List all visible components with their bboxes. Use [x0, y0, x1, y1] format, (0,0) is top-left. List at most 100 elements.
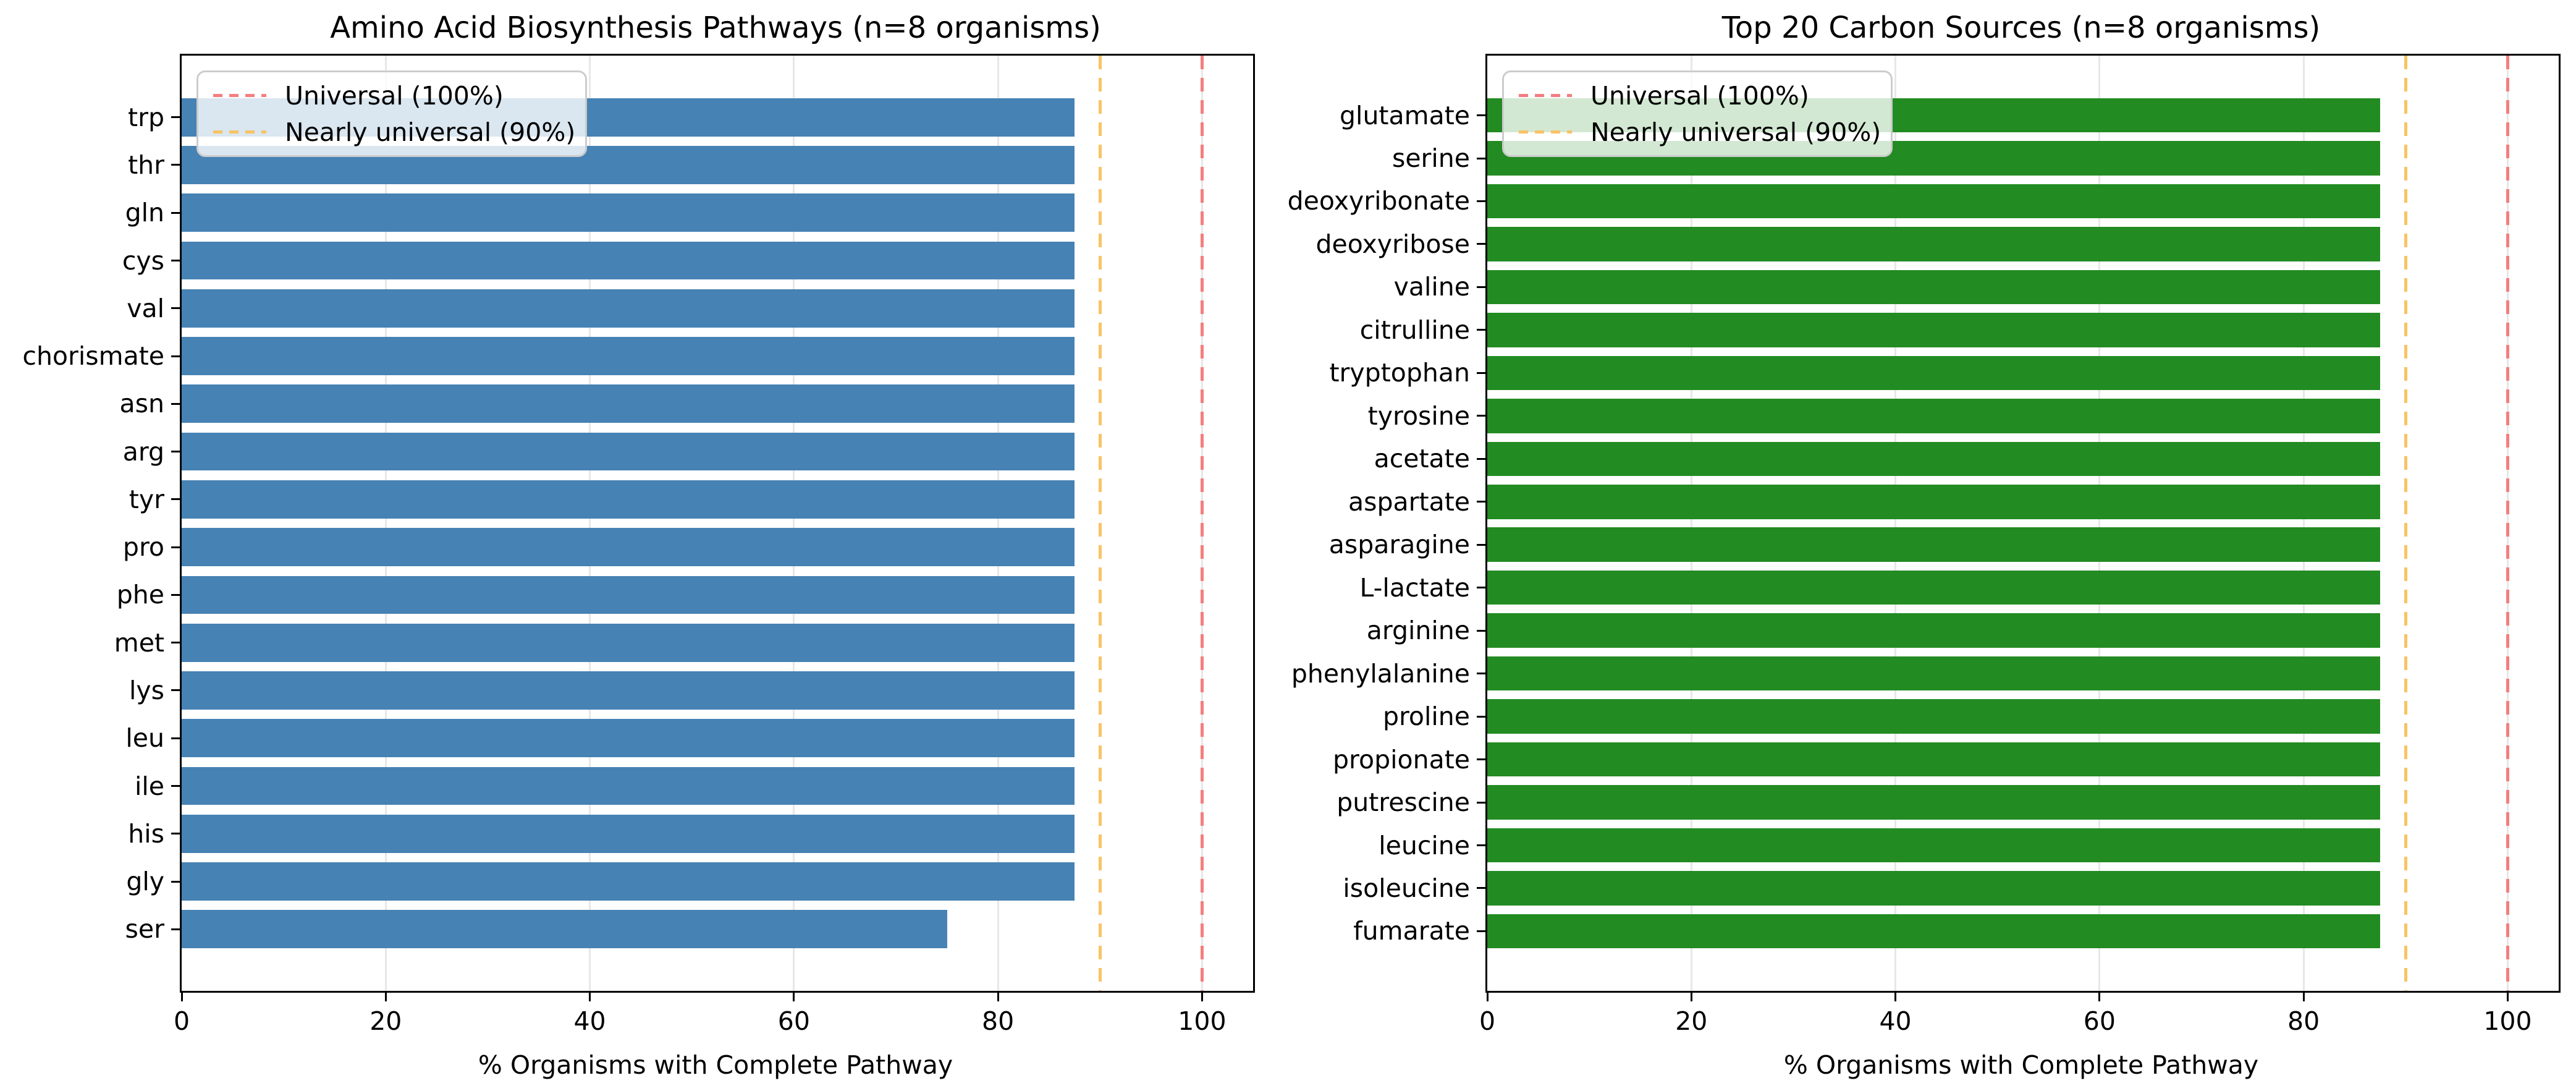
bar-citrulline	[1487, 313, 2380, 347]
y-tick-label-arginine: arginine	[1366, 616, 1470, 646]
y-tick-label-phenylalanine: phenylalanine	[1291, 658, 1470, 689]
y-tick-mark	[1477, 243, 1485, 245]
gridline	[2302, 56, 2305, 991]
y-tick-label-cys: cys	[122, 245, 164, 276]
y-tick-label-tryptophan: tryptophan	[1329, 358, 1470, 388]
legend-item-nearly-universal: Nearly universal (90%)	[198, 117, 585, 147]
y-tick-label-tyrosine: tyrosine	[1367, 401, 1470, 431]
y-tick-mark	[171, 211, 180, 214]
y-tick-mark	[1477, 286, 1485, 288]
y-tick-mark	[1477, 501, 1485, 503]
gridline	[2098, 56, 2101, 991]
y-tick-label-lys: lys	[129, 675, 164, 705]
y-tick-mark	[171, 833, 180, 835]
y-tick-mark	[171, 880, 180, 883]
bar-aspartate	[1487, 484, 2380, 519]
bar-arginine	[1487, 613, 2380, 648]
left-x-axis-label: % Organisms with Complete Pathway	[478, 1050, 953, 1080]
y-tick-mark	[1477, 200, 1485, 202]
bar-tyrosine	[1487, 399, 2380, 433]
y-tick-label-ser: ser	[125, 914, 164, 945]
y-tick-label-gln: gln	[125, 198, 164, 228]
y-tick-mark	[171, 164, 180, 166]
y-tick-mark	[171, 689, 180, 692]
universal-dashed-line-icon	[213, 94, 266, 97]
y-tick-mark	[1477, 157, 1485, 159]
bar-isoleucine	[1487, 871, 2380, 906]
refline-100	[1200, 56, 1204, 991]
y-tick-mark	[1477, 114, 1485, 117]
y-tick-mark	[1477, 629, 1485, 632]
y-tick-mark	[1477, 801, 1485, 804]
y-tick-mark	[1477, 715, 1485, 718]
y-tick-label-ile: ile	[134, 771, 164, 801]
y-tick-mark	[1477, 371, 1485, 374]
left-legend: Universal (100%) Nearly universal (90%)	[196, 70, 587, 157]
y-tick-label-arg: arg	[122, 436, 164, 467]
y-tick-label-fumarate: fumarate	[1353, 916, 1470, 946]
y-tick-label-isoleucine: isoleucine	[1343, 873, 1470, 903]
bar-leu	[182, 719, 1075, 758]
bar-gly	[182, 862, 1075, 901]
x-tick-label: 40	[573, 1006, 606, 1036]
x-tick-label: 80	[2287, 1006, 2320, 1036]
bar-chorismate	[182, 337, 1075, 375]
y-tick-label-pro: pro	[122, 532, 164, 562]
left-plot-area: 0 20 40 60 80 100 trp thr gln cys val chorismate asn…	[22, 54, 1255, 1035]
bar-ile	[182, 766, 1075, 805]
x-tick-label: 40	[1879, 1006, 1912, 1036]
y-tick-label-his: his	[128, 818, 164, 849]
x-tick-mark	[1894, 993, 1897, 1001]
y-tick-mark	[171, 642, 180, 644]
y-tick-label-leu: leu	[125, 723, 164, 754]
x-tick-label: 20	[370, 1006, 402, 1036]
y-tick-label-valine: valine	[1393, 272, 1470, 302]
nearly-universal-dashed-line-icon	[213, 130, 266, 134]
x-tick-mark	[1486, 993, 1489, 1001]
x-tick-label: 100	[2483, 1006, 2532, 1036]
legend-item-universal: Universal (100%)	[1504, 81, 1891, 111]
y-tick-mark	[1477, 673, 1485, 675]
y-tick-mark	[171, 737, 180, 739]
legend-label: Universal (100%)	[285, 80, 504, 111]
bar-pro	[182, 528, 1075, 567]
y-tick-mark	[171, 260, 180, 261]
refline-90	[1098, 56, 1102, 991]
bar-phe	[182, 575, 1075, 614]
x-tick-mark	[2506, 993, 2509, 1001]
bar-acetate	[1487, 441, 2380, 477]
legend-label: Nearly universal (90%)	[285, 117, 576, 147]
x-tick-mark	[384, 993, 387, 1001]
y-tick-label-thr: thr	[128, 150, 164, 180]
bar-propionate	[1487, 742, 2380, 777]
y-tick-label-acetate: acetate	[1374, 444, 1470, 474]
x-tick-label: 60	[2083, 1006, 2116, 1036]
bar-tyr	[182, 480, 1075, 519]
x-tick-label: 0	[173, 1006, 190, 1036]
y-tick-mark	[1477, 415, 1485, 417]
x-tick-label: 20	[1675, 1006, 1708, 1036]
bar-phenylalanine	[1487, 656, 2380, 691]
gridline	[793, 56, 795, 991]
y-tick-label-deoxyribose: deoxyribose	[1315, 229, 1470, 259]
y-tick-label-serine: serine	[1391, 143, 1470, 174]
bar-tryptophan	[1487, 355, 2380, 391]
y-tick-mark	[171, 593, 180, 596]
y-tick-label-citrulline: citrulline	[1359, 315, 1470, 345]
bar-L-lactate	[1487, 570, 2380, 605]
y-tick-mark	[171, 928, 180, 930]
y-tick-mark	[171, 451, 180, 453]
right-plot-area: 0 20 40 60 80 100 glutamate serine deoxyribonate…	[1288, 54, 2561, 1035]
y-tick-label-asparagine: asparagine	[1328, 530, 1470, 560]
left-chart-title: Amino Acid Biosynthesis Pathways (n=8 or…	[330, 11, 1101, 45]
y-tick-label-deoxyribonate: deoxyribonate	[1287, 186, 1470, 216]
gridline	[384, 56, 387, 991]
y-tick-label-phe: phe	[116, 580, 164, 610]
y-tick-mark	[1477, 543, 1485, 546]
x-tick-label: 100	[1178, 1006, 1227, 1036]
right-chart-title: Top 20 Carbon Sources (n=8 organisms)	[1721, 11, 2321, 45]
y-tick-label-gly: gly	[126, 867, 164, 897]
y-tick-label-trp: trp	[128, 102, 164, 132]
x-tick-mark	[997, 993, 999, 1001]
